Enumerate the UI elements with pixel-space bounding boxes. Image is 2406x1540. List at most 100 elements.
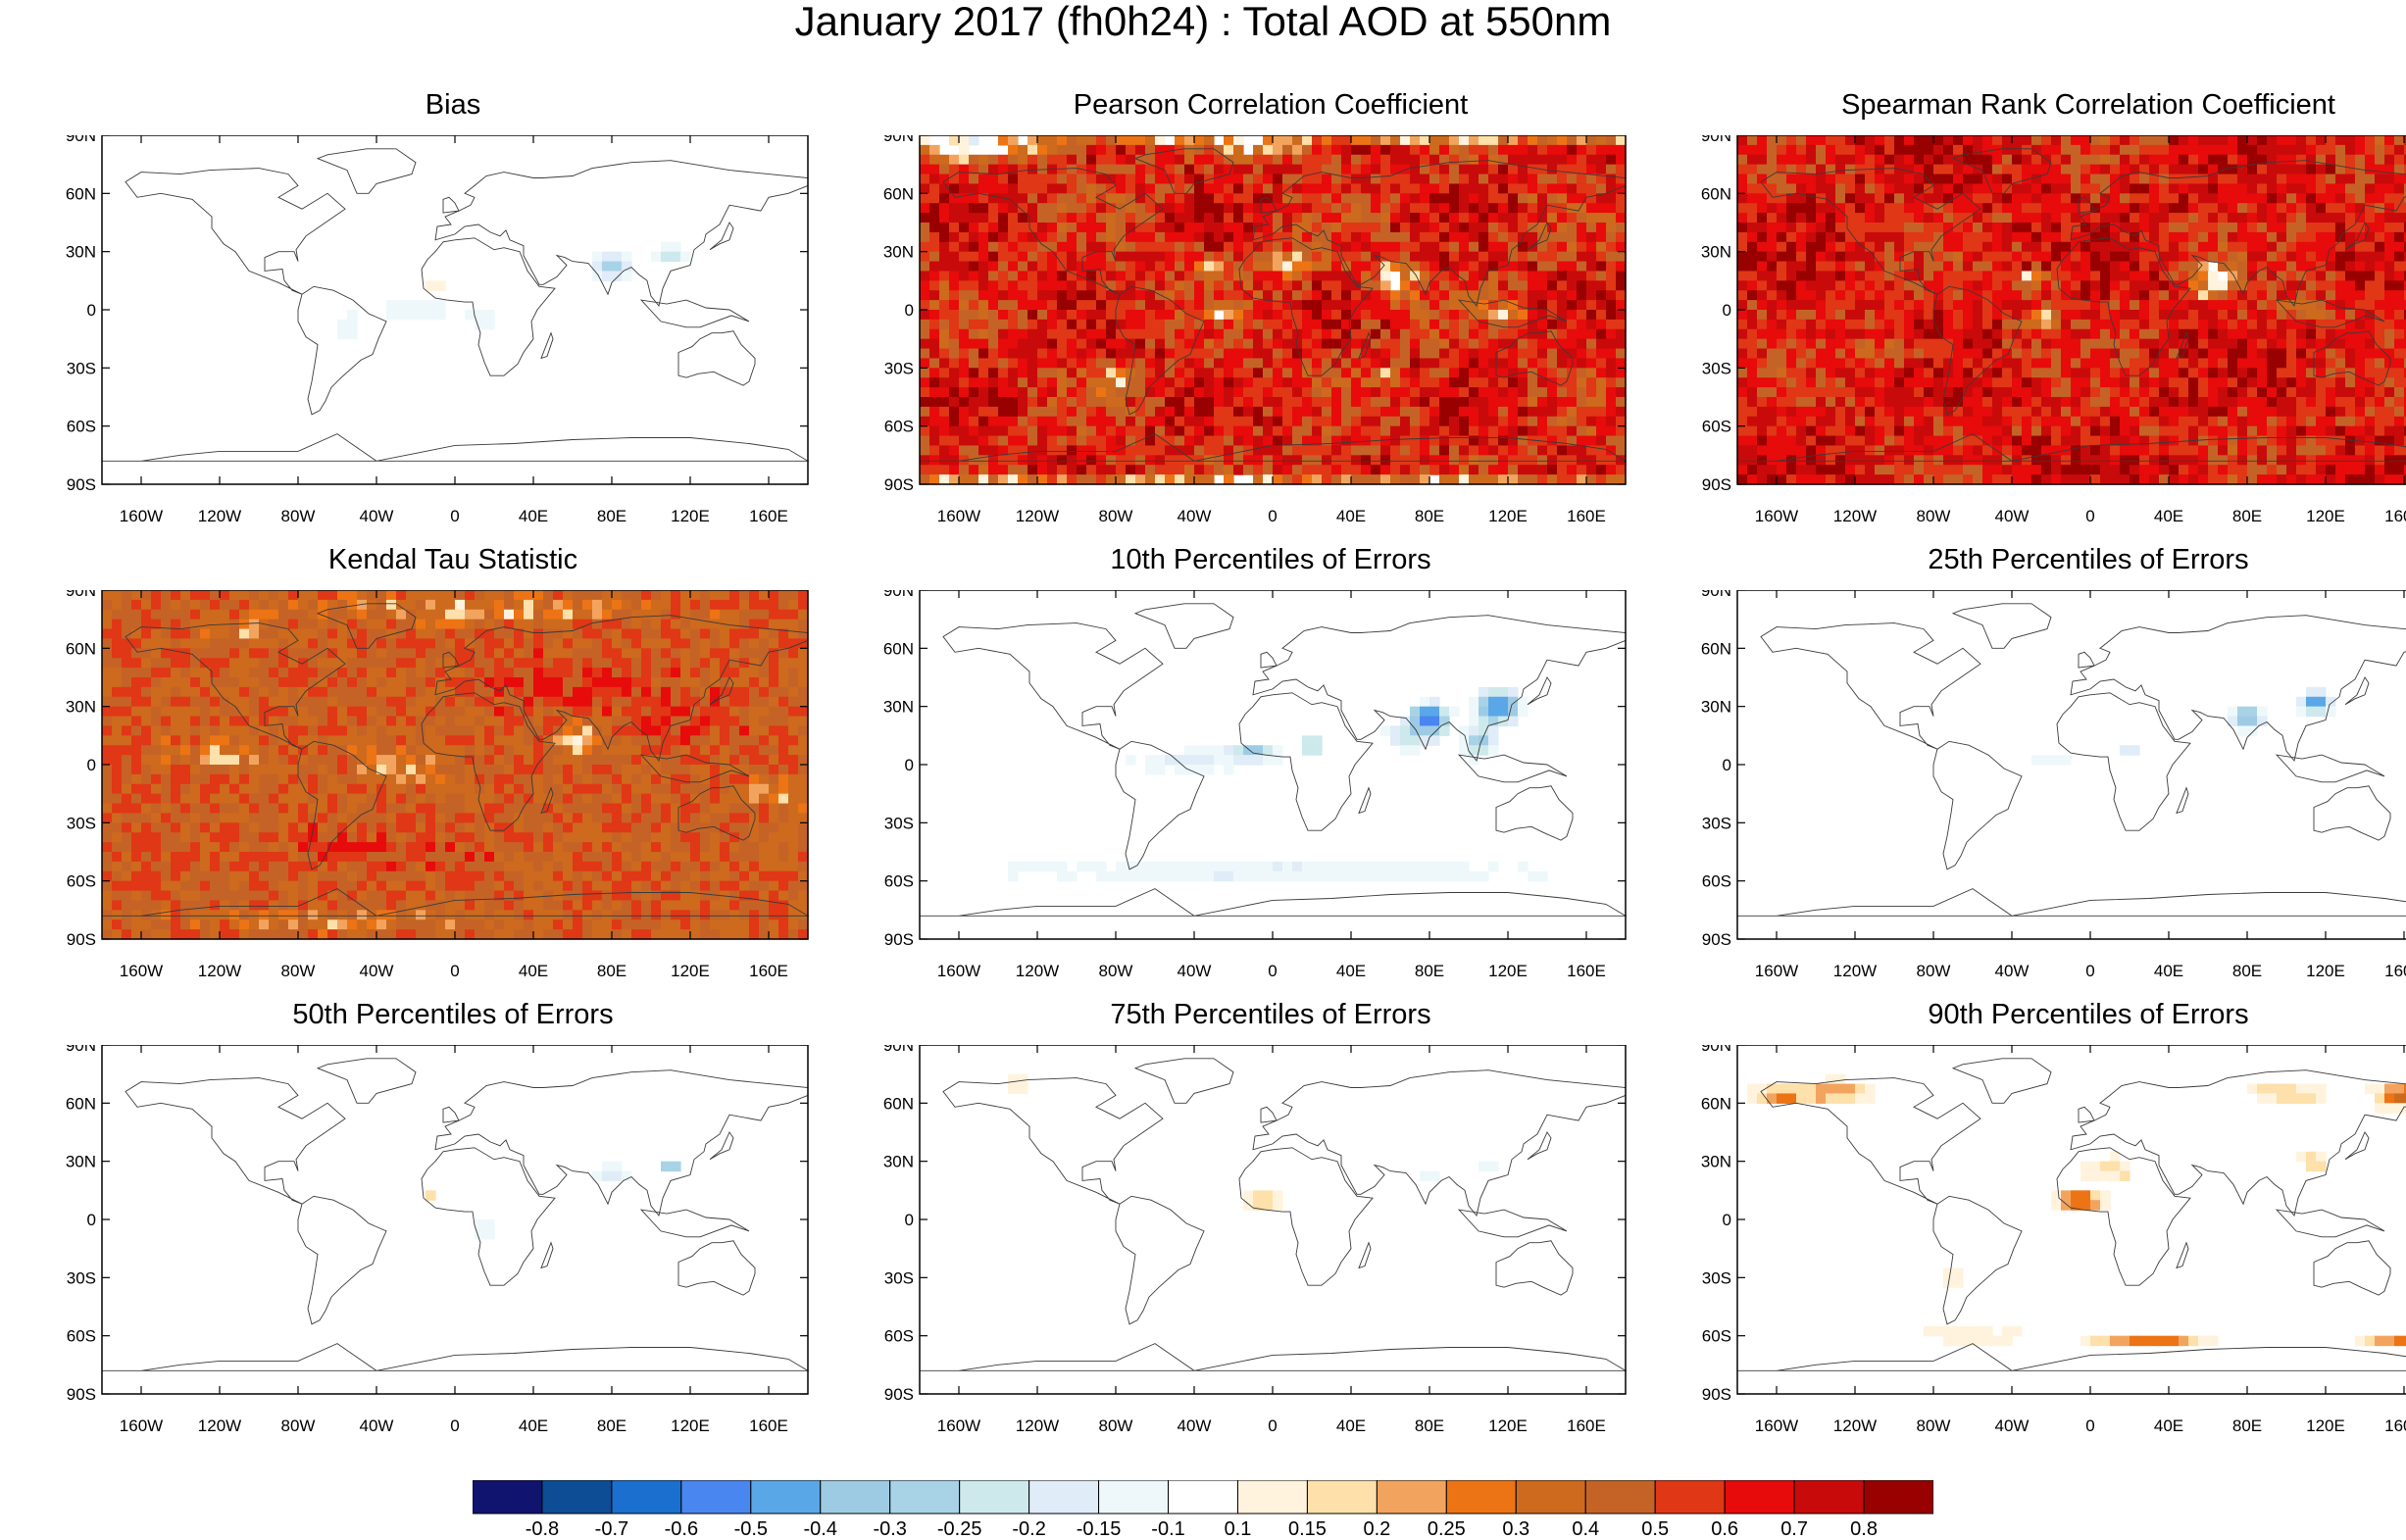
heatmap-cell <box>1184 348 1195 360</box>
heatmap-cell <box>1914 435 1925 447</box>
heatmap-cell <box>1439 300 1450 311</box>
heatmap-cell <box>2198 406 2209 418</box>
heatmap-cell <box>969 406 979 418</box>
heatmap-cell <box>2149 135 2160 146</box>
heatmap-cell <box>2228 241 2238 253</box>
heatmap-cell <box>1067 474 1078 485</box>
heatmap-cell <box>1806 435 1817 447</box>
heatmap-cell <box>1194 261 1205 273</box>
coastline <box>297 285 387 416</box>
heatmap-cell <box>1292 397 1303 408</box>
heatmap-cell <box>1028 377 1038 388</box>
heatmap-cell <box>1214 416 1225 427</box>
heatmap-cell <box>1757 231 1768 243</box>
heatmap-cell <box>1875 144 1885 156</box>
heatmap-cell <box>1508 319 1519 330</box>
heatmap-cell <box>1351 174 1362 185</box>
heatmap-cell <box>1488 135 1499 146</box>
heatmap-cell <box>1410 183 1421 194</box>
heatmap-cell <box>1086 310 1097 321</box>
heatmap-cell <box>1982 174 1993 185</box>
heatmap-cell <box>2365 377 2376 388</box>
heatmap-cell <box>2237 164 2248 175</box>
heatmap-cell <box>1204 425 1215 437</box>
heatmap-cell <box>949 445 960 456</box>
heatmap-cell <box>2316 271 2327 281</box>
heatmap-cell <box>1894 174 1905 185</box>
heatmap-cell <box>1933 319 1944 330</box>
heatmap-cell <box>2375 231 2385 243</box>
heatmap-cell <box>1194 164 1205 175</box>
heatmap-cell <box>1884 135 1895 146</box>
heatmap-cell <box>2198 271 2209 281</box>
heatmap-cell <box>1429 368 1440 378</box>
heatmap-cell <box>1547 183 1558 194</box>
heatmap-cell <box>1577 377 1587 388</box>
heatmap-cell <box>1596 445 1607 456</box>
heatmap-cell <box>2277 193 2287 204</box>
heatmap-cell <box>1616 203 1627 214</box>
heatmap-cell <box>1865 251 1876 263</box>
heatmap-cell <box>2139 377 2150 388</box>
heatmap-cell <box>1057 416 1068 427</box>
heatmap-cell <box>1410 193 1421 204</box>
heatmap-cell <box>1077 474 1087 485</box>
heatmap-cell <box>1616 261 1627 273</box>
heatmap-cell <box>2061 397 2072 408</box>
heatmap-cell <box>2120 328 2130 340</box>
heatmap-cell <box>978 174 989 185</box>
heatmap-cell <box>435 300 446 311</box>
heatmap-cell <box>1351 377 1362 388</box>
heatmap-cell <box>2375 193 2385 204</box>
heatmap-cell <box>1008 474 1019 485</box>
heatmap-cell <box>1341 310 1352 321</box>
heatmap-cell <box>2100 377 2111 388</box>
heatmap-cell <box>1429 223 1440 233</box>
heatmap-cell <box>1037 348 1048 360</box>
heatmap-cell <box>1806 135 1817 146</box>
heatmap-cell <box>1400 231 1411 243</box>
heatmap-cell <box>2335 290 2346 301</box>
heatmap-cell <box>1077 425 1087 437</box>
heatmap-cell <box>1953 193 1964 204</box>
lat-tick-label: 0 <box>87 301 96 320</box>
heatmap-cell <box>1116 261 1127 273</box>
heatmap-cell <box>1596 164 1607 175</box>
heatmap-cell <box>2355 397 2366 408</box>
heatmap-cell <box>1008 144 1019 156</box>
heatmap-cell <box>1233 280 1244 291</box>
heatmap-cell <box>2130 377 2140 388</box>
heatmap-cell <box>1243 261 1254 273</box>
heatmap-cell <box>2365 300 2376 311</box>
heatmap-cell <box>2316 251 2327 263</box>
heatmap-cell <box>1253 397 1264 408</box>
heatmap-cell <box>1894 358 1905 369</box>
heatmap-cell <box>1737 425 1748 437</box>
heatmap-cell <box>1884 154 1895 166</box>
heatmap-cell <box>2169 338 2180 350</box>
heatmap-cell <box>1077 338 1087 350</box>
heatmap-cell <box>1747 231 1758 243</box>
heatmap-cell <box>2257 310 2268 321</box>
heatmap-cell <box>1312 328 1323 340</box>
heatmap-cell <box>1904 416 1915 427</box>
heatmap-cell <box>2130 223 2140 233</box>
heatmap-cell <box>2375 223 2385 233</box>
heatmap-cell <box>1312 425 1323 437</box>
heatmap-cell <box>1037 241 1048 253</box>
heatmap-cell <box>2031 348 2042 360</box>
heatmap-cell <box>1459 474 1470 485</box>
heatmap-cell <box>2080 348 2091 360</box>
heatmap-cell <box>978 368 989 378</box>
heatmap-cell <box>2169 174 2180 185</box>
heatmap-cell <box>612 261 623 273</box>
heatmap-cell <box>1904 406 1915 418</box>
heatmap-cell <box>1145 241 1156 253</box>
heatmap-cell <box>1341 271 1352 281</box>
heatmap-cell <box>1028 223 1038 233</box>
heatmap-cell <box>1096 193 1107 204</box>
heatmap-cell <box>2355 319 2366 330</box>
heatmap-cell <box>1067 455 1078 466</box>
heatmap-cell <box>2384 377 2395 388</box>
heatmap-cell <box>1135 193 1146 204</box>
